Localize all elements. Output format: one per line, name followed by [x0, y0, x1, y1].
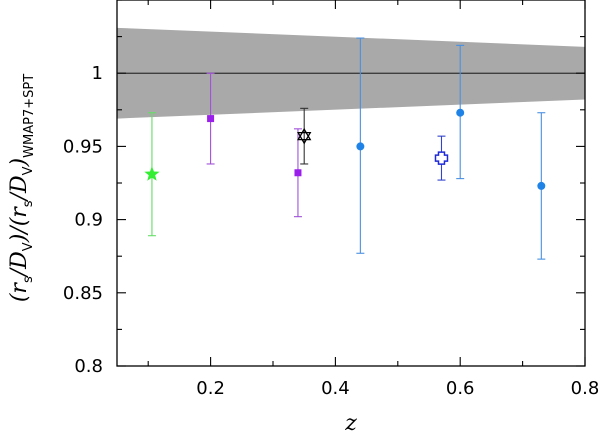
- x-tick-label: 0.2: [196, 378, 225, 399]
- tick-layer: [117, 0, 586, 367]
- y-tick-labels: 0.8 0.85 0.9 0.95 1: [63, 63, 103, 377]
- data-point-circle: [537, 181, 546, 190]
- y-tick-label: 0.95: [63, 136, 103, 157]
- data-point-cross: [434, 151, 449, 165]
- data-point-circle: [456, 108, 465, 117]
- data-point-hexagram: [297, 131, 312, 145]
- y-tick-label: 0.9: [74, 210, 103, 231]
- y-tick-label: 1: [92, 63, 103, 84]
- y-axis-label: (rs/DV)/(rs/DV)WMAP7+SPT: [7, 74, 37, 302]
- data-point-hexagram: [297, 127, 312, 141]
- x-tick-labels: 0.2 0.4 0.6 0.8: [196, 378, 599, 399]
- data-point-circle: [356, 142, 365, 151]
- y-tick-label: 0.8: [74, 356, 103, 377]
- x-tick-label: 0.6: [446, 378, 475, 399]
- x-tick-label: 0.8: [571, 378, 600, 399]
- x-axis-label: z: [344, 411, 357, 434]
- marker-layer: [144, 108, 546, 190]
- x-tick-label: 0.4: [321, 378, 350, 399]
- data-point-square: [207, 115, 215, 123]
- data-point-square: [294, 169, 302, 177]
- data-point-star: [144, 166, 160, 181]
- y-tick-label: 0.85: [63, 283, 103, 304]
